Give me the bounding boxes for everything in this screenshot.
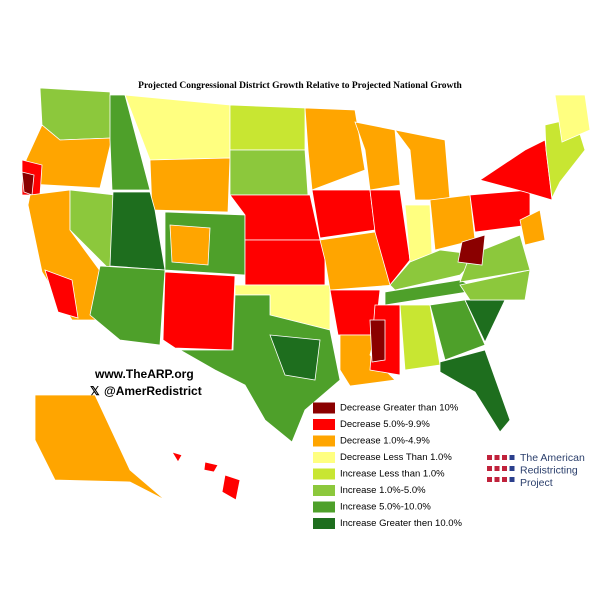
us-map bbox=[21, 87, 591, 501]
legend-label: Decrease 5.0%-9.9% bbox=[340, 419, 430, 430]
state-region bbox=[554, 94, 591, 143]
logo-line: Redistricting bbox=[520, 464, 578, 476]
hawaii bbox=[221, 474, 241, 501]
state-region bbox=[109, 94, 151, 191]
legend: Decrease Greater than 10% Decrease 5.0%-9… bbox=[313, 402, 463, 529]
logo-line: Project bbox=[520, 477, 553, 489]
state-region bbox=[269, 334, 321, 381]
logo-square bbox=[487, 455, 492, 460]
logo-square bbox=[494, 455, 500, 460]
state-region bbox=[404, 204, 433, 263]
state-region bbox=[459, 269, 531, 301]
state-region bbox=[311, 189, 376, 239]
legend-label: Decrease Less Than 1.0% bbox=[340, 452, 452, 463]
state-region bbox=[44, 269, 79, 319]
state-region bbox=[25, 124, 113, 189]
legend-label: Increase Less than 1.0% bbox=[340, 469, 445, 480]
state-region bbox=[319, 231, 396, 291]
hawaii bbox=[171, 451, 183, 463]
state-region bbox=[394, 129, 451, 201]
state-region bbox=[169, 224, 211, 266]
state-region bbox=[229, 104, 306, 151]
state-region bbox=[304, 107, 366, 191]
website: www.TheARP.org bbox=[94, 367, 194, 381]
state-region bbox=[124, 94, 231, 161]
state-region bbox=[109, 191, 166, 271]
logo-square bbox=[487, 477, 492, 482]
map-title: Projected Congressional District Growth … bbox=[138, 81, 462, 91]
legend-swatch bbox=[313, 501, 335, 513]
legend-label: Decrease Greater than 10% bbox=[340, 403, 459, 414]
legend-label: Increase Greater then 10.0% bbox=[340, 518, 463, 529]
logo-line: The American bbox=[520, 452, 585, 464]
legend-label: Increase 5.0%-10.0% bbox=[340, 502, 431, 513]
logo-square bbox=[502, 455, 507, 460]
logo-square bbox=[494, 477, 500, 482]
legend-label: Decrease 1.0%-4.9% bbox=[340, 436, 430, 447]
state-region bbox=[21, 171, 35, 196]
state-region bbox=[457, 234, 486, 266]
logo-square bbox=[487, 466, 492, 471]
legend-swatch bbox=[313, 452, 335, 463]
state-region bbox=[178, 294, 341, 443]
handle: @AmerRedistrict bbox=[104, 384, 202, 398]
logo-square bbox=[509, 477, 515, 482]
logo-square bbox=[509, 455, 515, 460]
alaska bbox=[34, 394, 166, 501]
state-region bbox=[369, 319, 386, 363]
logo-square bbox=[509, 466, 515, 471]
state-region bbox=[149, 157, 231, 213]
legend-label: Increase 1.0%-5.0% bbox=[340, 485, 426, 496]
state-region bbox=[369, 189, 411, 286]
legend-swatch bbox=[313, 468, 335, 480]
legend-swatch bbox=[313, 419, 335, 430]
state-region bbox=[439, 349, 511, 433]
logo-square bbox=[502, 477, 507, 482]
state-region bbox=[89, 265, 166, 346]
x-icon: 𝕏 bbox=[90, 384, 100, 398]
legend-swatch bbox=[313, 435, 335, 447]
state-region bbox=[354, 121, 401, 191]
state-region bbox=[429, 299, 486, 361]
logo-square bbox=[494, 466, 500, 471]
state-region bbox=[162, 271, 236, 351]
legend-swatch bbox=[313, 485, 335, 496]
legend-swatch bbox=[313, 402, 335, 414]
state-region bbox=[229, 149, 309, 196]
logo-squares bbox=[487, 455, 515, 482]
state-region bbox=[519, 209, 546, 246]
legend-swatch bbox=[313, 518, 335, 529]
state-region bbox=[459, 234, 531, 283]
logo-square bbox=[502, 466, 507, 471]
state-region bbox=[244, 239, 326, 286]
hawaii bbox=[203, 461, 219, 473]
